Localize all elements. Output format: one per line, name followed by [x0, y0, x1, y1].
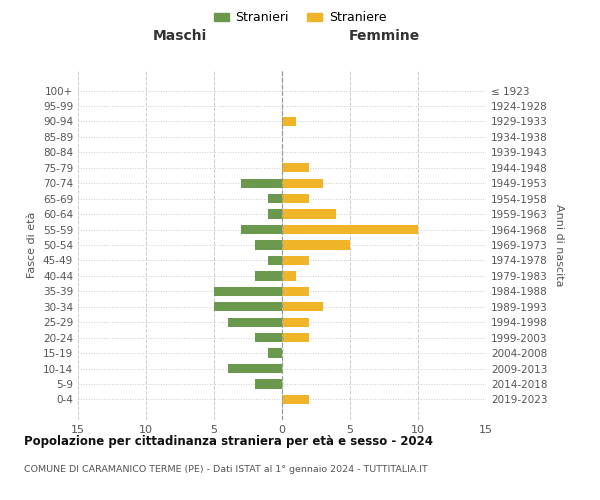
Legend: Stranieri, Straniere: Stranieri, Straniere — [209, 6, 391, 29]
Bar — [255, 272, 282, 280]
Text: COMUNE DI CARAMANICO TERME (PE) - Dati ISTAT al 1° gennaio 2024 - TUTTITALIA.IT: COMUNE DI CARAMANICO TERME (PE) - Dati I… — [24, 465, 428, 474]
Y-axis label: Anni di nascita: Anni di nascita — [554, 204, 564, 286]
Bar — [282, 256, 309, 265]
Bar — [255, 380, 282, 388]
Bar — [282, 333, 309, 342]
Bar — [282, 240, 350, 250]
Text: Popolazione per cittadinanza straniera per età e sesso - 2024: Popolazione per cittadinanza straniera p… — [24, 435, 433, 448]
Bar — [241, 225, 282, 234]
Bar — [282, 163, 309, 172]
Text: Femmine: Femmine — [349, 28, 419, 42]
Bar — [282, 395, 309, 404]
Bar — [282, 318, 309, 327]
Bar — [214, 302, 282, 312]
Bar — [282, 117, 296, 126]
Bar — [282, 194, 309, 203]
Bar — [268, 194, 282, 203]
Bar — [268, 256, 282, 265]
Bar — [255, 240, 282, 250]
Bar — [282, 286, 309, 296]
Bar — [282, 210, 337, 218]
Bar — [241, 178, 282, 188]
Bar — [214, 286, 282, 296]
Bar — [282, 302, 323, 312]
Bar — [255, 333, 282, 342]
Bar — [227, 364, 282, 373]
Bar — [227, 318, 282, 327]
Bar — [268, 348, 282, 358]
Text: Maschi: Maschi — [153, 28, 207, 42]
Bar — [282, 272, 296, 280]
Bar — [282, 178, 323, 188]
Bar — [268, 210, 282, 218]
Y-axis label: Fasce di età: Fasce di età — [28, 212, 37, 278]
Bar — [282, 225, 418, 234]
